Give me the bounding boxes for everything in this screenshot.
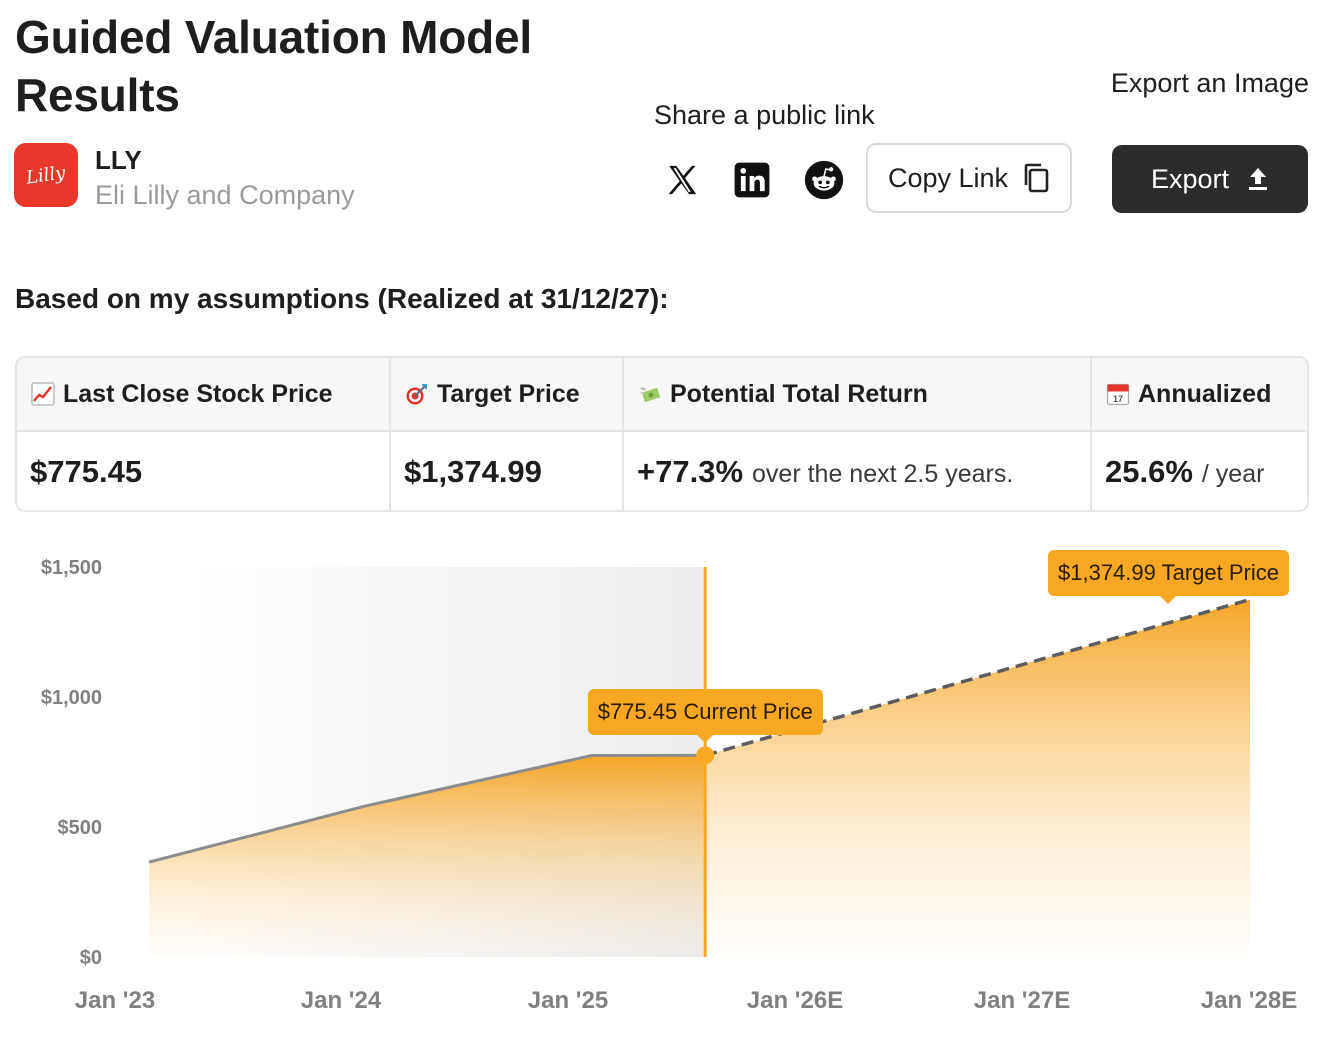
- annualized-value: 25.6%: [1105, 454, 1193, 489]
- return-note: over the next 2.5 years.: [752, 459, 1014, 488]
- chart-increasing-icon: [31, 382, 55, 406]
- summary-annualized: 17 Annualized 25.6% / year: [1092, 358, 1307, 510]
- export-button[interactable]: Export: [1112, 145, 1308, 213]
- logo-text: Lilly: [25, 161, 67, 189]
- summary-header-last-close: Last Close Stock Price: [17, 358, 389, 432]
- money-wings-icon: [640, 387, 660, 402]
- reddit-icon: [804, 160, 844, 200]
- summary-header-annualized: 17 Annualized: [1092, 358, 1307, 432]
- valuation-chart: $1,500 $1,000 $500 $0 $775.45 Current Pr…: [0, 540, 1334, 1040]
- y-tick-label: $1,000: [40, 687, 102, 709]
- projection-area: [705, 599, 1250, 957]
- annualized-label: Annualized: [1138, 379, 1272, 408]
- x-tick-label: Jan '23: [74, 987, 156, 1014]
- current-price-callout: $775.45 Current Price: [587, 689, 823, 744]
- return-value: +77.3%: [637, 454, 744, 489]
- x-tick-label: Jan '28E: [1200, 987, 1298, 1014]
- share-reddit-button[interactable]: [802, 158, 846, 202]
- x-tick-label: Jan '27E: [973, 987, 1071, 1014]
- y-tick-label: $500: [57, 817, 103, 839]
- export-button-label: Export: [1150, 163, 1230, 194]
- share-x-button[interactable]: [660, 158, 704, 202]
- summary-return: Potential Total Return +77.3% over the n…: [624, 358, 1092, 510]
- x-tick-label: Jan '26E: [746, 987, 844, 1014]
- x-icon: [668, 165, 697, 195]
- summary-header-return: Potential Total Return: [624, 358, 1090, 432]
- export-label: Export an Image: [1110, 68, 1309, 98]
- page-title: Guided Valuation Model Results: [15, 11, 532, 121]
- summary-table: Last Close Stock Price $775.45 Target Pr…: [15, 356, 1309, 512]
- target-label: Target Price: [437, 379, 580, 408]
- upload-icon: [1249, 168, 1268, 190]
- copy-link-button[interactable]: Copy Link: [866, 143, 1072, 213]
- target-icon: [406, 384, 427, 405]
- annualized-note: / year: [1201, 459, 1265, 488]
- target-price-callout: $1,374.99 Target Price: [1048, 549, 1289, 604]
- summary-last-close: Last Close Stock Price $775.45: [17, 358, 391, 510]
- assumptions-heading: Based on my assumptions (Realized at 31/…: [15, 283, 669, 314]
- company-name: Eli Lilly and Company: [95, 180, 355, 210]
- historical-area: [149, 755, 706, 957]
- y-tick-label: $1,500: [40, 557, 102, 579]
- share-label: Share a public link: [654, 100, 875, 130]
- return-label: Potential Total Return: [670, 379, 928, 408]
- x-tick-label: Jan '24: [300, 987, 382, 1014]
- copy-link-label: Copy Link: [887, 162, 1009, 193]
- copy-icon: [1024, 163, 1049, 193]
- calendar-day: 17: [1113, 394, 1123, 404]
- summary-header-target: Target Price: [391, 358, 622, 432]
- calendar-icon: 17: [1106, 383, 1130, 406]
- linkedin-icon: [734, 162, 770, 198]
- y-tick-label: $0: [79, 947, 102, 969]
- last-close-value: $775.45: [30, 454, 143, 489]
- historical-price-line: [148, 753, 706, 864]
- x-tick-label: Jan '25: [527, 987, 609, 1014]
- share-linkedin-button[interactable]: [730, 158, 774, 202]
- last-close-label: Last Close Stock Price: [63, 379, 333, 408]
- summary-target: Target Price $1,374.99: [391, 358, 624, 510]
- current-price-point[interactable]: [696, 746, 715, 765]
- ticker-symbol: LLY: [95, 145, 142, 175]
- target-value: $1,374.99: [404, 454, 542, 489]
- chart-plot: [148, 567, 1251, 957]
- company-logo: Lilly: [14, 143, 78, 207]
